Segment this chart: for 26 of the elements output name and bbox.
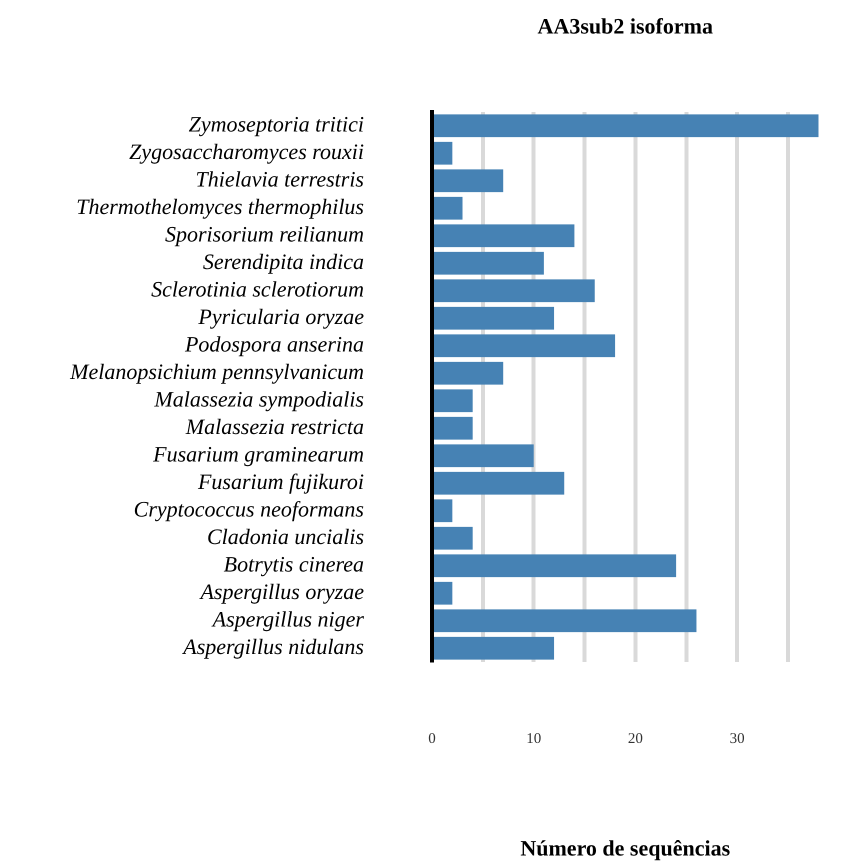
y-tick-label: Zymoseptoria tritici	[188, 112, 364, 137]
chart-title: AA3sub2 isoforma	[538, 14, 713, 39]
y-tick-label: Zygosaccharomyces rouxii	[129, 139, 364, 164]
y-tick-label: Sporisorium reilianum	[164, 222, 364, 247]
y-tick-label: Cladonia uncialis	[206, 524, 364, 550]
x-tick-label: 20	[628, 730, 643, 747]
y-tick-label: Fusarium graminearum	[152, 442, 364, 467]
y-tick-label: Podospora anserina	[184, 332, 364, 357]
y-tick-label: Aspergillus nidulans	[181, 634, 364, 660]
y-tick-label: Aspergillus niger	[210, 606, 364, 632]
y-tick-label: Melanopsichium pennsylvanicum	[69, 359, 364, 384]
y-tick-label: Aspergillus oryzae	[198, 579, 364, 604]
x-tick-label: 0	[428, 730, 436, 747]
y-tick-label: Thermothelomyces thermophilus	[76, 194, 364, 220]
y-tick-label: Serendipita indica	[202, 249, 364, 274]
y-tick-label: Thielavia terrestris	[196, 166, 364, 192]
y-tick-label: Sclerotinia sclerotiorum	[151, 276, 364, 302]
x-axis-title: Número de sequências	[520, 836, 731, 861]
y-tick-label: Fusarium fujikuroi	[196, 469, 364, 494]
y-tick-label: Cryptococcus neoformans	[134, 496, 364, 522]
y-tick-label: Botrytis cinerea	[224, 552, 364, 577]
y-tick-label: Malassezia restricta	[184, 414, 364, 440]
x-tick-label: 30	[730, 730, 745, 747]
y-tick-label: Pyricularia oryzae	[197, 304, 364, 330]
y-tick-label: Malassezia sympodialis	[153, 386, 364, 412]
x-tick-label: 10	[526, 730, 542, 747]
